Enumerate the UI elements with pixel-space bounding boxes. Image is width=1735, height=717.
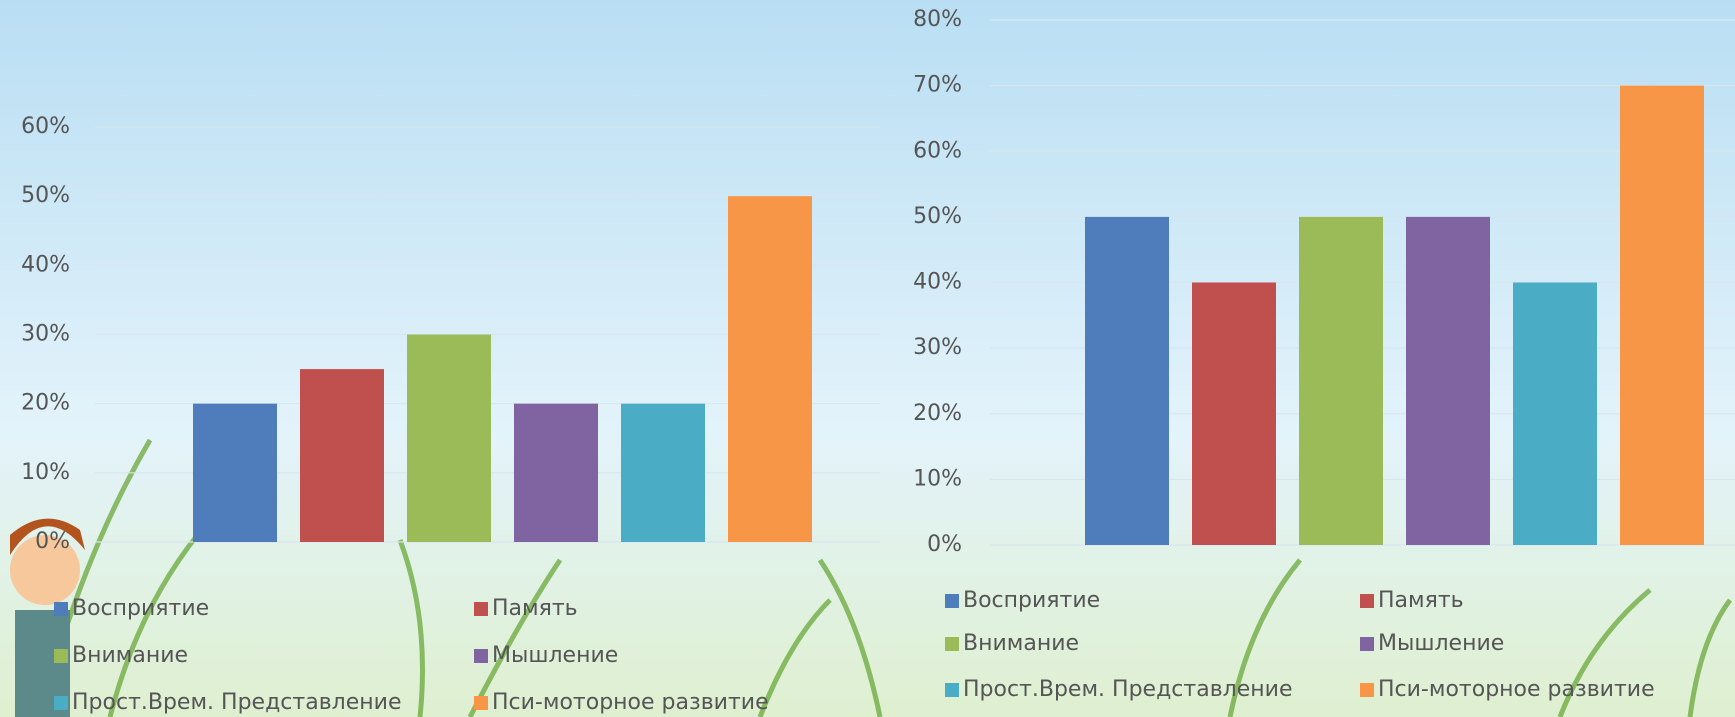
bar <box>1513 282 1597 545</box>
legend-label: Прост.Врем. Представление <box>72 690 401 715</box>
bar <box>193 403 277 542</box>
y-tick-label: 20% <box>913 401 962 426</box>
y-tick-label: 40% <box>913 270 962 295</box>
y-tick-label: 40% <box>21 252 70 277</box>
y-tick-label: 60% <box>21 114 70 139</box>
bar <box>728 196 812 542</box>
legend-swatch <box>1360 683 1374 697</box>
legend-swatch <box>54 696 68 710</box>
legend-swatch <box>474 649 488 663</box>
legend-label: Внимание <box>72 643 188 668</box>
bar <box>1299 216 1383 545</box>
legend-swatch <box>945 683 959 697</box>
legend-label: Мышление <box>492 643 618 668</box>
y-tick-label: 50% <box>913 204 962 229</box>
y-tick-label: 50% <box>21 183 70 208</box>
y-tick-label: 0% <box>927 532 962 557</box>
bar <box>300 369 384 542</box>
legend-label: Внимание <box>963 631 1079 656</box>
bar <box>1406 216 1490 545</box>
y-tick-label: 10% <box>21 460 70 485</box>
bar <box>1192 282 1276 545</box>
bar <box>407 334 491 542</box>
y-tick-label: 20% <box>21 391 70 416</box>
bar <box>1620 85 1704 545</box>
legend-label: Память <box>492 596 578 621</box>
y-tick-label: 10% <box>913 466 962 491</box>
legend-swatch <box>1360 594 1374 608</box>
legend-swatch <box>945 594 959 608</box>
y-tick-label: 30% <box>21 322 70 347</box>
legend-swatch <box>474 696 488 710</box>
y-tick-label: 80% <box>913 7 962 32</box>
y-tick-label: 0% <box>35 529 70 554</box>
legend-label: Прост.Врем. Представление <box>963 677 1292 702</box>
bar <box>1085 216 1169 545</box>
bar <box>514 403 598 542</box>
legend-label: Мышление <box>1378 631 1504 656</box>
legend-swatch <box>945 637 959 651</box>
legend-swatch <box>474 602 488 616</box>
legend-swatch <box>54 649 68 663</box>
legend-swatch <box>1360 637 1374 651</box>
y-tick-label: 60% <box>913 138 962 163</box>
bar <box>621 403 705 542</box>
legend-label: Память <box>1378 588 1464 613</box>
legend-label: Восприятие <box>72 596 209 621</box>
girl-illustration <box>10 518 85 717</box>
legend-label: Пси-моторное развитие <box>1378 677 1655 702</box>
legend-label: Восприятие <box>963 588 1100 613</box>
y-tick-label: 70% <box>913 73 962 98</box>
legend-label: Пси-моторное развитие <box>492 690 769 715</box>
y-tick-label: 30% <box>913 335 962 360</box>
legend-swatch <box>54 602 68 616</box>
